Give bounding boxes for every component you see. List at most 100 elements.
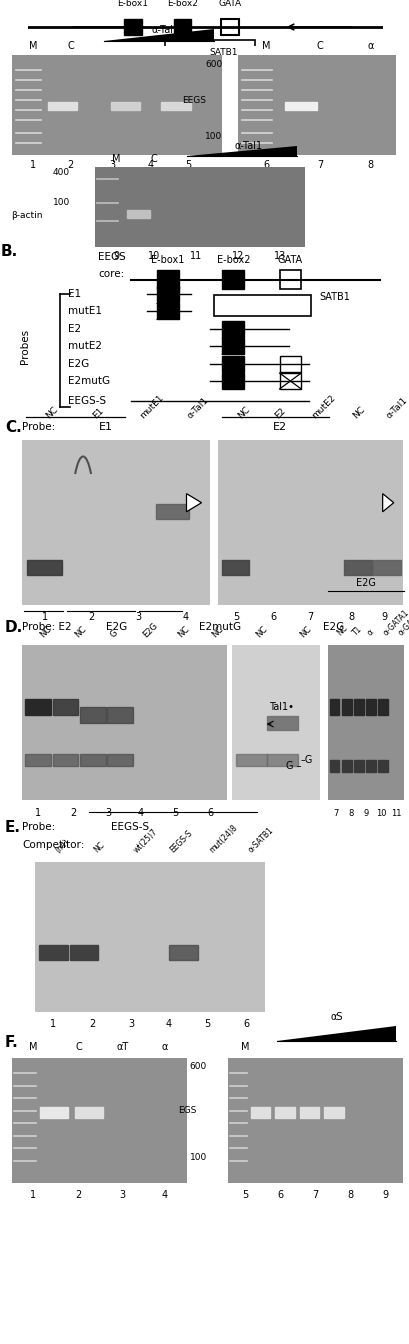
Text: C: C	[75, 1043, 82, 1052]
Text: C: C	[67, 42, 74, 51]
Text: –G: –G	[300, 755, 312, 765]
Text: 5: 5	[243, 1189, 249, 1200]
Polygon shape	[104, 30, 213, 42]
Bar	[108, 707, 133, 723]
Bar	[330, 759, 339, 771]
Bar	[222, 19, 239, 35]
Text: E2: E2	[68, 324, 81, 333]
Text: 3: 3	[135, 612, 142, 622]
Bar	[344, 560, 371, 575]
Bar	[378, 759, 388, 771]
Text: G: G	[108, 628, 119, 640]
Text: α-GATA2: α-GATA2	[396, 607, 409, 637]
Text: EEGS-S: EEGS-S	[111, 823, 149, 832]
Text: E1: E1	[92, 406, 106, 421]
Bar	[222, 339, 244, 355]
Bar	[222, 356, 244, 371]
Text: C: C	[317, 42, 324, 51]
Text: 8: 8	[348, 809, 353, 817]
Polygon shape	[187, 493, 202, 512]
Bar	[342, 759, 352, 771]
Text: NC: NC	[236, 405, 252, 421]
Text: E.: E.	[5, 820, 21, 835]
Text: E-box1: E-box1	[117, 0, 148, 8]
Text: EGS: EGS	[178, 1106, 196, 1116]
Text: mut(24)8: mut(24)8	[207, 823, 239, 855]
Text: 4: 4	[161, 1189, 167, 1200]
Bar	[80, 707, 106, 723]
Bar	[366, 759, 376, 771]
Text: Probe:: Probe:	[22, 823, 55, 832]
Bar	[161, 102, 191, 110]
Text: NC: NC	[73, 624, 88, 640]
Text: E2mutG: E2mutG	[198, 622, 240, 633]
Text: M: M	[262, 42, 271, 51]
Text: E2G: E2G	[68, 359, 90, 368]
Bar	[108, 754, 133, 766]
Text: β-actin: β-actin	[11, 211, 43, 220]
Text: NC: NC	[351, 405, 367, 421]
Text: mutE2: mutE2	[310, 392, 338, 421]
Bar	[222, 560, 249, 575]
Bar	[324, 1106, 344, 1118]
Text: α-GATA1: α-GATA1	[381, 607, 409, 637]
Text: G –: G –	[286, 761, 301, 771]
Text: 4: 4	[138, 808, 144, 817]
Text: α-Tal1: α-Tal1	[186, 395, 210, 421]
Bar	[285, 102, 317, 110]
Text: Probes: Probes	[20, 329, 30, 364]
Text: αT: αT	[116, 1043, 128, 1052]
Polygon shape	[277, 1025, 396, 1040]
Text: 4: 4	[148, 160, 154, 169]
Text: 5: 5	[173, 808, 179, 817]
Text: (ne): (ne)	[54, 837, 71, 855]
Text: 9: 9	[382, 1189, 389, 1200]
Text: M: M	[29, 42, 37, 51]
Text: E2: E2	[274, 406, 288, 421]
Text: E1: E1	[68, 289, 81, 298]
Text: E-box1: E-box1	[151, 255, 184, 265]
Text: E2G: E2G	[106, 622, 128, 633]
Text: 100: 100	[190, 1153, 207, 1163]
Text: NC: NC	[254, 624, 269, 640]
Text: EEGS: EEGS	[98, 253, 126, 262]
Text: NC: NC	[298, 624, 313, 640]
Text: GATA: GATA	[219, 0, 242, 8]
Text: α: α	[161, 1043, 167, 1052]
Bar	[25, 699, 51, 715]
Text: 1: 1	[50, 1019, 56, 1030]
Bar	[342, 699, 352, 715]
Text: EEGS-S: EEGS-S	[68, 396, 106, 406]
Bar	[378, 699, 388, 715]
Text: 6: 6	[207, 808, 213, 817]
Bar	[169, 945, 198, 960]
Bar	[267, 716, 298, 730]
Text: 100: 100	[52, 199, 70, 207]
Text: 6: 6	[263, 160, 270, 169]
Text: mutE1: mutE1	[68, 306, 102, 316]
Bar	[156, 504, 189, 519]
Bar	[126, 210, 150, 218]
Bar	[157, 304, 179, 320]
Text: αS: αS	[330, 1012, 343, 1023]
Text: Competitor:: Competitor:	[22, 840, 84, 851]
Text: 6: 6	[270, 612, 276, 622]
Text: E2mutG: E2mutG	[68, 376, 110, 386]
Text: α: α	[368, 42, 374, 51]
Bar	[165, 39, 255, 52]
Text: 3: 3	[128, 1019, 135, 1030]
Text: NC: NC	[92, 840, 107, 855]
Bar	[366, 699, 376, 715]
Text: Tal1•: Tal1•	[269, 702, 294, 712]
Text: 2: 2	[75, 1189, 82, 1200]
Bar	[222, 321, 244, 337]
Text: EEGS-S: EEGS-S	[169, 829, 194, 855]
Text: E-box2: E-box2	[216, 255, 250, 265]
Text: α-Tal1: α-Tal1	[151, 26, 180, 35]
Text: 1: 1	[30, 1189, 36, 1200]
Bar	[275, 1106, 294, 1118]
Text: Probe:: Probe:	[22, 422, 55, 433]
Text: 100: 100	[205, 132, 222, 141]
Text: 1: 1	[30, 160, 36, 169]
Text: M: M	[29, 1043, 37, 1052]
